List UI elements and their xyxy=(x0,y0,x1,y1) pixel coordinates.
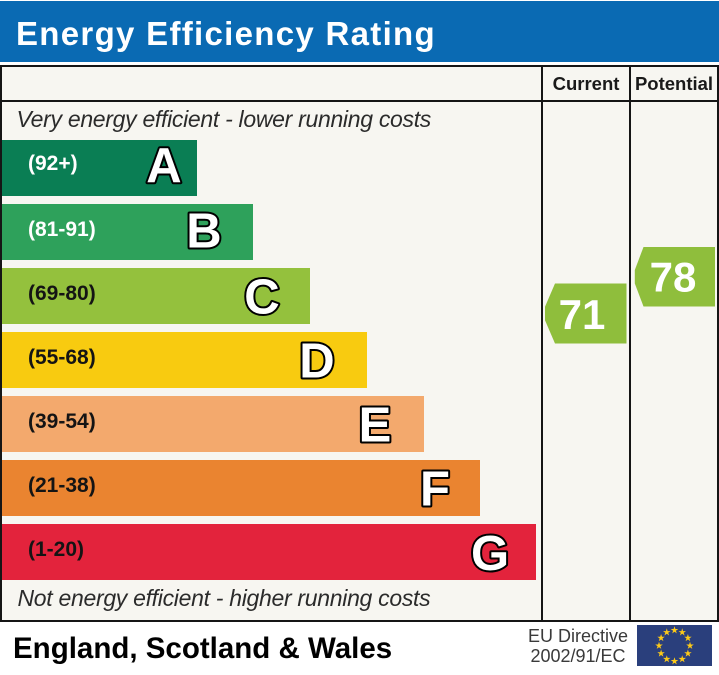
svg-text:C: C xyxy=(244,271,279,325)
svg-text:B: B xyxy=(186,205,221,259)
svg-text:G: G xyxy=(471,527,509,581)
svg-text:71: 71 xyxy=(559,291,606,338)
svg-text:E: E xyxy=(359,399,392,453)
svg-text:78: 78 xyxy=(650,253,697,300)
svg-text:A: A xyxy=(146,139,181,193)
svg-text:D: D xyxy=(299,335,334,389)
svg-text:F: F xyxy=(420,463,450,517)
